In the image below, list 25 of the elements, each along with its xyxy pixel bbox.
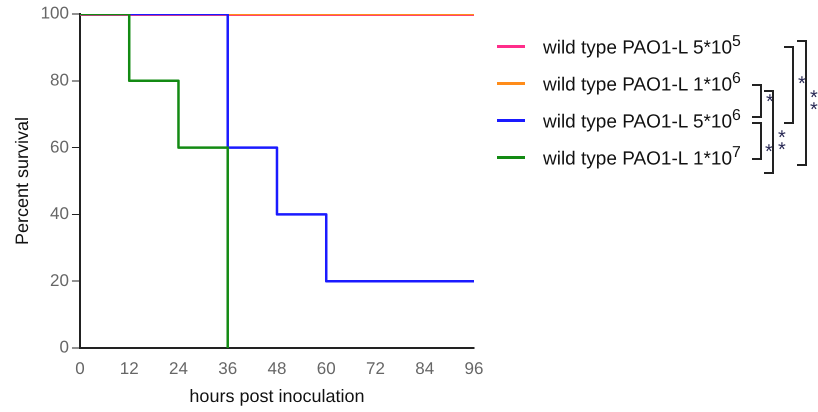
text: * * [810,87,818,121]
y-tick-label: 40 [50,204,69,224]
x-tick-label: 72 [366,358,385,378]
x-tick-label: 24 [169,358,188,378]
y-tick-label: 80 [50,70,69,90]
legend-label: wild type PAO1-L 5*10$^{6}$ [543,107,741,134]
x-tick-label: 48 [268,358,286,378]
y-axis-title: Percent survival [12,116,32,246]
x-tick-label: 84 [415,358,434,378]
x-tick-label: 36 [218,358,238,378]
text: * [798,73,806,95]
legend-label: wild type PAO1-L 1*10$^{6}$ [543,70,741,97]
x-tick-label: 96 [464,358,484,378]
text: * [765,141,773,163]
x-axis-title: hours post inoculation [189,386,365,406]
y-tick-label: 20 [50,270,69,290]
y-tick-label: 60 [50,137,69,156]
x-tick-label: 0 [75,358,85,378]
x-tick-label: 12 [120,358,139,378]
y-tick-label: 0 [59,338,69,357]
legend-label: wild type PAO1-L 1*10$^{7}$ [543,144,741,171]
legend-label: wild type PAO1-L 5*10$^{5}$ [543,33,741,60]
y-tick-label: 100 [40,4,69,23]
x-tick-label: 60 [316,358,336,378]
text: ** [778,127,787,161]
